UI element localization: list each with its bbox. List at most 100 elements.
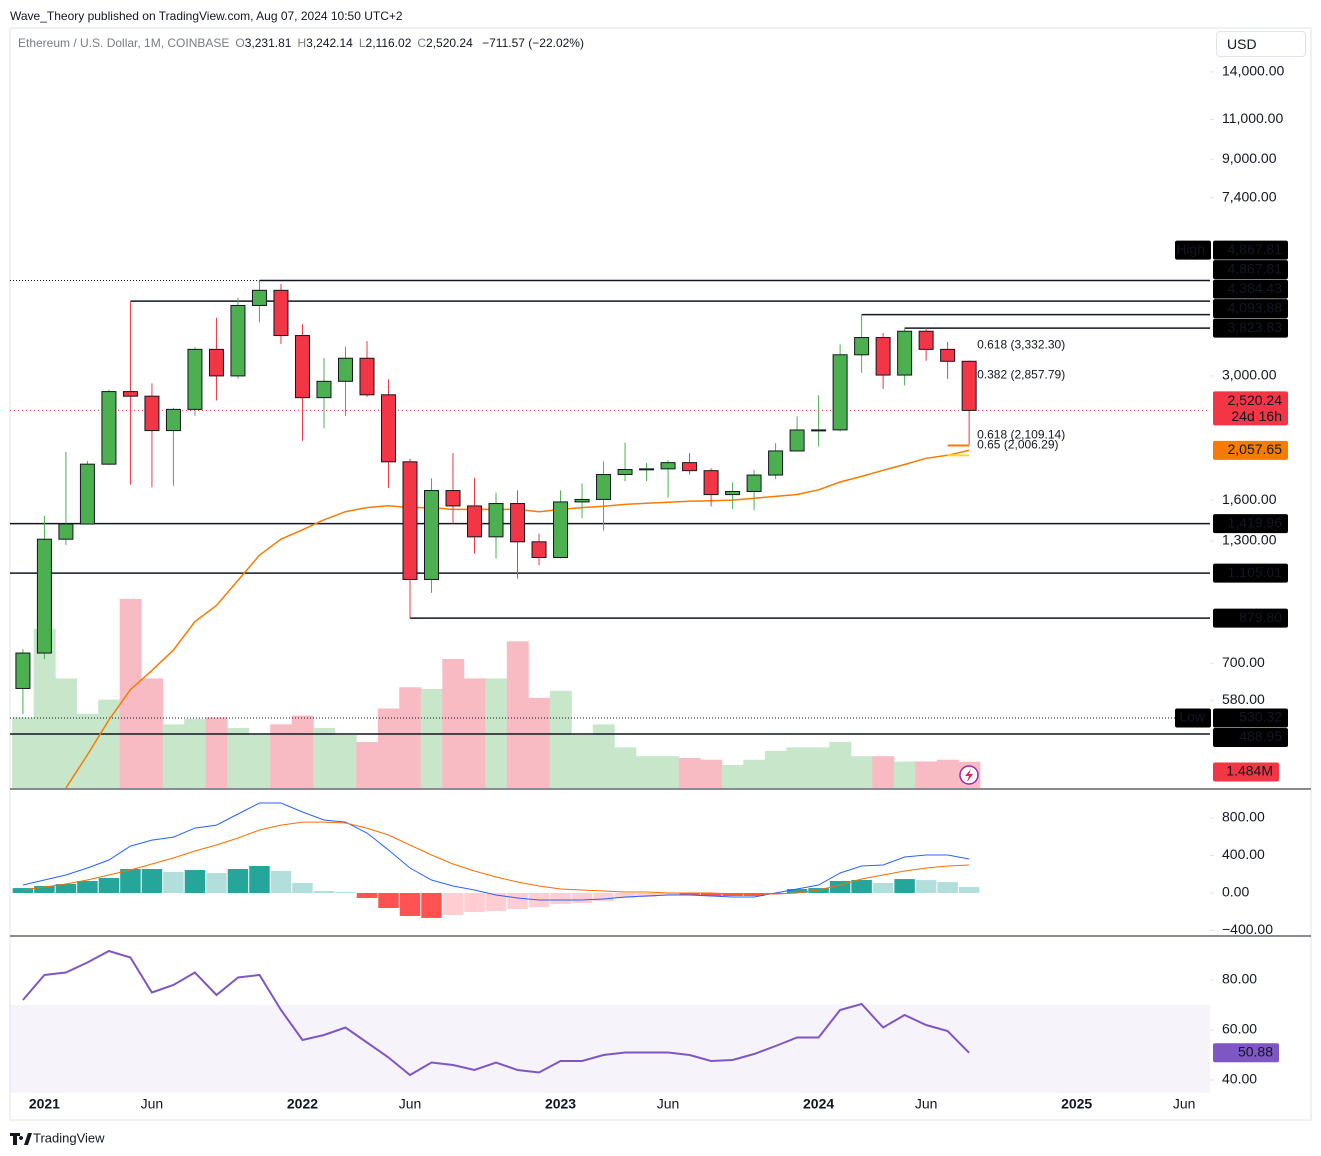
level-label: 4,867.81	[1228, 260, 1283, 276]
fib-label: 0.618 (2,109.14)	[977, 428, 1065, 442]
volume-bar	[592, 724, 615, 788]
volume-bar	[549, 690, 572, 788]
x-tick-label: 2025	[1061, 1096, 1092, 1112]
macd-histogram	[34, 885, 55, 894]
macd-histogram	[894, 879, 915, 894]
candle-body	[15, 652, 31, 689]
macd-histogram	[528, 893, 550, 908]
volume-bar	[119, 598, 142, 788]
y-tick-label: 400.00	[1222, 846, 1265, 862]
candle-body	[832, 354, 848, 431]
macd-histogram	[851, 879, 872, 894]
volume-bar	[721, 765, 744, 788]
candle-body	[725, 490, 741, 496]
ohlc-value: 2,520.24	[426, 36, 473, 50]
macd-histogram	[937, 882, 958, 894]
volume-bar	[614, 747, 637, 788]
macd-histogram	[227, 869, 249, 894]
macd-histogram	[808, 888, 829, 894]
volume-bar	[33, 628, 56, 788]
macd-histogram	[743, 893, 765, 897]
candle-body	[273, 289, 289, 337]
volume-bar	[463, 678, 486, 788]
candle-body	[187, 348, 203, 410]
brand-logo	[10, 1133, 32, 1145]
x-tick-label: 2024	[803, 1096, 834, 1112]
volume-bar	[786, 747, 809, 788]
level-label: 1,105.01	[1228, 564, 1283, 580]
x-tick-label: Jun	[399, 1096, 422, 1112]
candle-body	[165, 408, 181, 432]
low-tag-box	[1175, 708, 1211, 728]
macd-histogram	[614, 893, 636, 899]
volume-bar	[936, 759, 959, 788]
volume-label: 1.484M	[1226, 763, 1273, 779]
currency-button[interactable]: USD	[1216, 31, 1306, 57]
candle-body	[510, 503, 526, 543]
x-tick-label: Jun	[141, 1096, 164, 1112]
event-icon[interactable]	[959, 765, 979, 785]
volume-bar	[291, 715, 314, 788]
candle-body	[553, 501, 569, 558]
low-label: 530.32	[1239, 709, 1282, 725]
candle-body	[467, 505, 483, 538]
volume-bar	[528, 697, 551, 788]
level-label-box	[1213, 514, 1288, 534]
candle-body	[617, 468, 633, 476]
macd-histogram	[722, 893, 743, 897]
x-tick-label: 2021	[29, 1096, 60, 1112]
y-tick-label: 80.00	[1222, 971, 1257, 987]
ohlc-key: H	[297, 36, 307, 50]
x-tick-label: 2022	[287, 1096, 318, 1112]
y-tick-label: 9,000.00	[1222, 150, 1277, 166]
level-label-box	[1213, 260, 1288, 280]
macd-histogram	[421, 893, 442, 918]
level-label-box	[1213, 299, 1288, 319]
macd-histogram	[270, 870, 292, 894]
rsi-label: 50.88	[1238, 1044, 1273, 1060]
candle-body	[58, 523, 74, 540]
macd-pane	[12, 802, 980, 918]
candle-body	[682, 462, 698, 472]
y-tick-label: 800.00	[1222, 809, 1265, 825]
macd-histogram	[507, 893, 528, 909]
volume-bar	[270, 724, 293, 788]
level-label: 4,093.88	[1228, 299, 1283, 315]
volume-bar	[657, 756, 680, 788]
volume-bar	[420, 689, 443, 788]
y-tick-label: 14,000.00	[1222, 63, 1284, 79]
macd-histogram	[141, 869, 163, 894]
candle-body	[574, 498, 590, 503]
candle-body	[337, 357, 353, 382]
volume-bar	[184, 719, 207, 788]
volume-bar	[743, 759, 766, 788]
candle-body	[811, 429, 827, 432]
macd-histogram	[786, 888, 808, 894]
volume-bar	[893, 761, 916, 788]
candle-body	[36, 538, 52, 654]
x-tick-label: Jun	[657, 1096, 680, 1112]
y-tick-label: 1,600.00	[1222, 491, 1277, 507]
ohlc-key: O	[235, 36, 245, 50]
candle-body	[897, 330, 913, 376]
volume-bar	[76, 713, 99, 788]
y-tick-label: −400.00	[1222, 921, 1273, 937]
volume-bar	[162, 724, 185, 788]
ohlc: O3,231.81 H3,242.14 L2,116.02 C2,520.24	[229, 36, 472, 50]
candle-body	[488, 503, 504, 538]
macd-histogram	[485, 893, 507, 912]
brand: TradingView	[33, 1130, 105, 1145]
macd-histogram	[657, 893, 679, 895]
volume-bar	[807, 747, 830, 788]
macd-histogram	[765, 893, 786, 894]
change: −711.57 (−22.02%)	[482, 36, 584, 50]
y-tick-label: 580.00	[1222, 691, 1265, 707]
macd-histogram	[700, 893, 722, 897]
macd-histogram	[12, 888, 34, 894]
volume-bar	[55, 678, 78, 788]
macd-histogram	[958, 887, 980, 894]
rsi-band	[10, 1005, 1210, 1093]
signal-line	[22, 821, 970, 895]
legend-row: Ethereum / U.S. Dollar, 1M, COINBASE O3,2…	[18, 36, 584, 50]
